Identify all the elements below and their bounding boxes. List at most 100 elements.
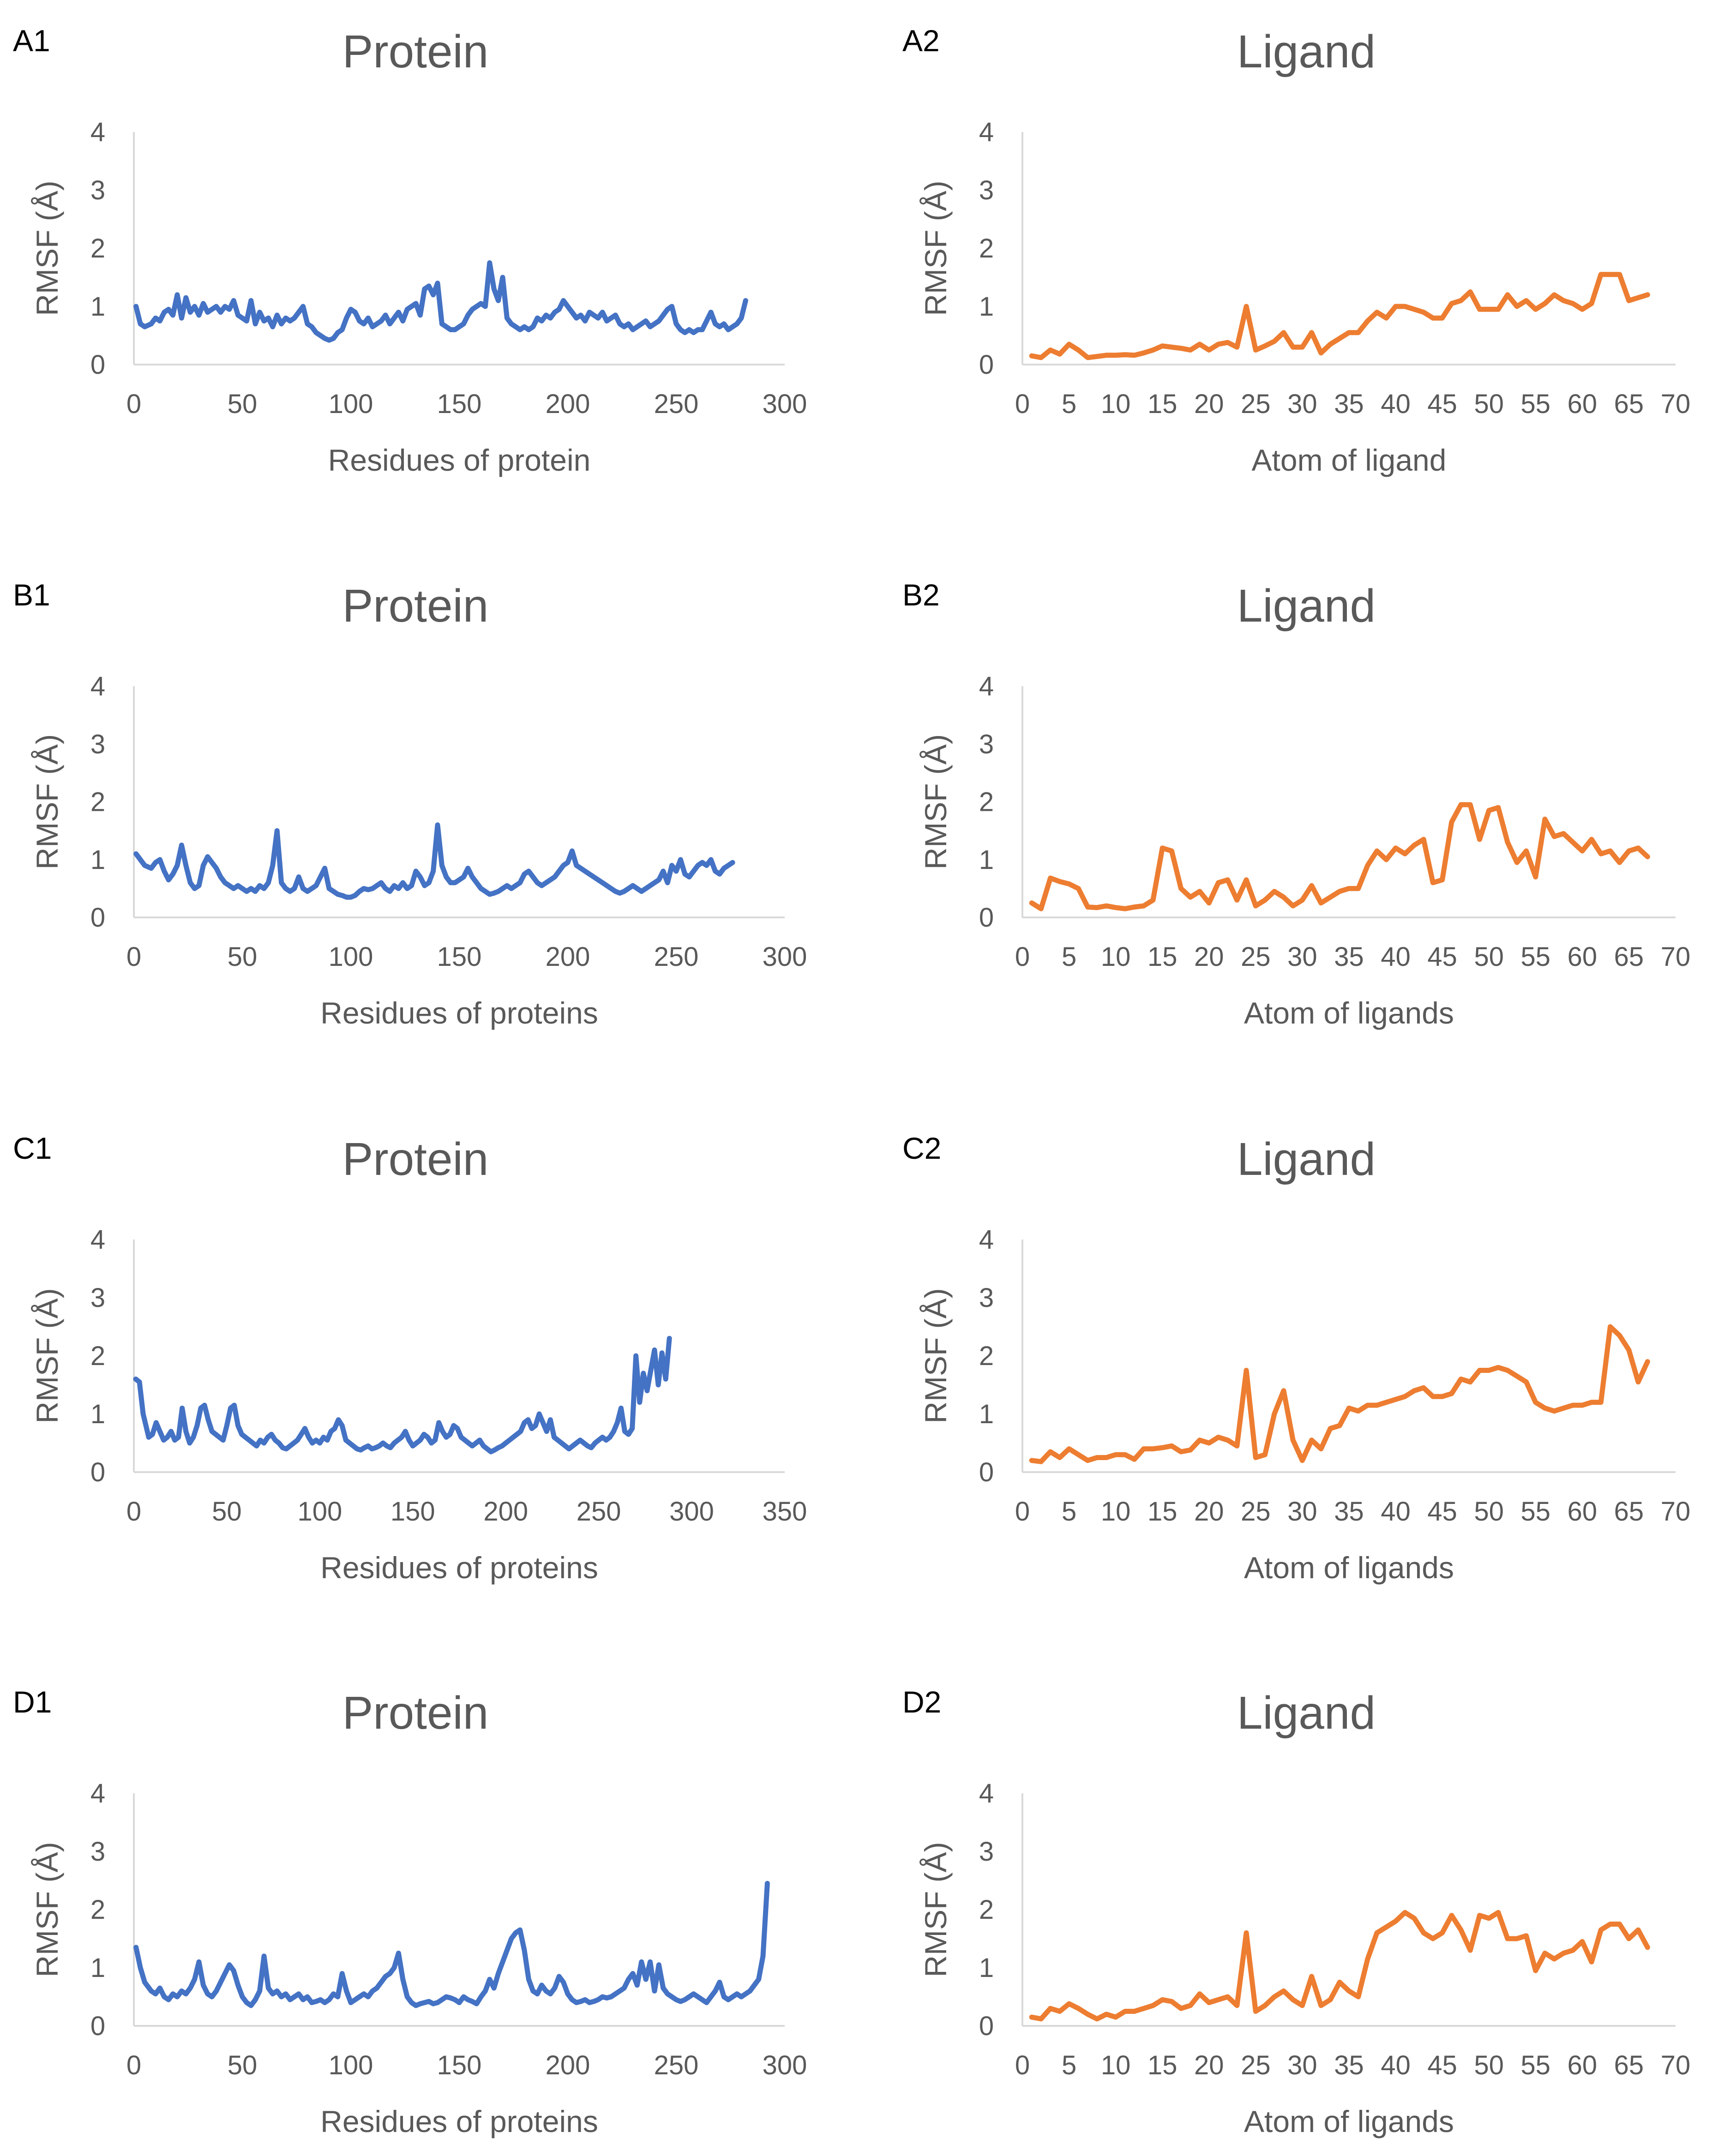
x-tick-label: 50 — [212, 1497, 242, 1527]
y-tick-label: 2 — [979, 787, 994, 817]
x-tick-label: 150 — [437, 942, 482, 972]
x-tick-label: 40 — [1381, 2050, 1411, 2080]
x-tick-label: 0 — [126, 2050, 141, 2080]
y-tick-label: 3 — [90, 729, 105, 759]
y-tick-label: 3 — [979, 1283, 994, 1313]
x-tick-label: 150 — [437, 2050, 482, 2080]
chart-b1: B1 Protein 0 1 2 3 4 0 50 100 150 200 250 300 Residues… — [13, 578, 807, 1030]
panel-label: A1 — [13, 24, 50, 58]
x-tick-label: 40 — [1381, 1497, 1411, 1527]
y-tick-label: 2 — [90, 1895, 105, 1925]
panel-label: C2 — [902, 1131, 941, 1165]
x-axis-label: Atom of ligands — [1244, 2104, 1454, 2138]
x-axis-label: Residues of proteins — [320, 996, 598, 1030]
y-tick-label: 3 — [979, 729, 994, 759]
x-tick-label: 50 — [228, 389, 258, 419]
x-tick-label: 100 — [297, 1497, 342, 1527]
x-tick-label: 250 — [577, 1497, 621, 1527]
x-tick-label: 55 — [1521, 2050, 1551, 2080]
x-tick-label: 65 — [1614, 1497, 1644, 1527]
y-tick-label: 3 — [979, 175, 994, 205]
y-tick-label: 0 — [90, 350, 105, 380]
x-tick-label: 50 — [1474, 942, 1504, 972]
y-tick-label: 2 — [979, 1895, 994, 1925]
x-tick-label: 70 — [1661, 389, 1691, 419]
y-axis-label: RMSF (Å) — [30, 180, 64, 316]
y-tick-label: 4 — [979, 1225, 994, 1255]
x-tick-label: 200 — [546, 389, 590, 419]
x-tick-label: 0 — [126, 942, 141, 972]
y-tick-label: 4 — [90, 1779, 105, 1809]
x-tick-label: 350 — [763, 1497, 807, 1527]
x-tick-label: 70 — [1661, 942, 1691, 972]
x-tick-label: 25 — [1241, 389, 1271, 419]
x-tick-label: 200 — [483, 1497, 528, 1527]
y-axis-label: RMSF (Å) — [30, 734, 64, 869]
x-tick-label: 30 — [1287, 2050, 1317, 2080]
y-tick-label: 4 — [90, 1225, 105, 1255]
x-tick-label: 200 — [546, 942, 590, 972]
x-tick-label: 45 — [1427, 2050, 1457, 2080]
rmsf-series-line — [133, 1881, 770, 2008]
x-tick-label: 0 — [1015, 1497, 1030, 1527]
chart-a1: A1 Protein 0 1 2 3 4 0 50 100 150 200 250 300 Residues… — [13, 24, 807, 477]
x-tick-label: 0 — [1015, 942, 1030, 972]
chart-title: Ligand — [1237, 1133, 1376, 1185]
chart-title: Protein — [342, 26, 489, 78]
x-tick-label: 15 — [1147, 389, 1177, 419]
panel-label: B2 — [902, 578, 940, 612]
panel-label: D2 — [902, 1685, 941, 1719]
chart-c1: C1 Protein 0 1 2 3 4 0 50 100 150 200 250 300 350 Resid… — [13, 1131, 807, 1585]
y-axis-label: RMSF (Å) — [30, 1842, 64, 1977]
y-tick-label: 4 — [90, 671, 105, 701]
x-tick-label: 20 — [1194, 942, 1224, 972]
y-tick-label: 3 — [90, 175, 105, 205]
rmsf-series-line — [1029, 1324, 1650, 1464]
x-tick-label: 5 — [1062, 942, 1076, 972]
chart-d1: D1 Protein 0 1 2 3 4 0 50 100 150 200 250 300 Residues… — [13, 1685, 807, 2138]
y-axis-label: RMSF (Å) — [919, 1288, 953, 1423]
x-tick-label: 300 — [763, 389, 807, 419]
y-axis-label: RMSF (Å) — [919, 1842, 953, 1977]
panel-label: A2 — [902, 24, 940, 58]
x-tick-label: 300 — [763, 2050, 807, 2080]
x-tick-label: 300 — [669, 1497, 714, 1527]
chart-title: Ligand — [1237, 26, 1376, 78]
panel-label: B1 — [13, 578, 50, 612]
y-tick-label: 1 — [90, 1399, 105, 1429]
x-tick-label: 35 — [1334, 942, 1364, 972]
y-tick-label: 2 — [979, 234, 994, 264]
x-tick-label: 5 — [1062, 2050, 1076, 2080]
x-tick-label: 0 — [126, 389, 141, 419]
x-tick-label: 25 — [1241, 942, 1271, 972]
x-tick-label: 55 — [1521, 1497, 1551, 1527]
x-tick-label: 150 — [437, 389, 482, 419]
x-tick-label: 35 — [1334, 389, 1364, 419]
x-tick-label: 45 — [1427, 389, 1457, 419]
y-tick-label: 3 — [979, 1837, 994, 1867]
x-tick-label: 5 — [1062, 389, 1076, 419]
y-tick-label: 1 — [90, 292, 105, 322]
x-tick-label: 15 — [1147, 2050, 1177, 2080]
x-tick-label: 20 — [1194, 1497, 1224, 1527]
x-tick-label: 100 — [329, 2050, 373, 2080]
rmsf-series-line — [133, 1336, 672, 1455]
y-tick-label: 0 — [90, 2011, 105, 2041]
chart-title: Protein — [342, 580, 489, 632]
x-tick-label: 150 — [390, 1497, 435, 1527]
x-tick-label: 10 — [1101, 389, 1131, 419]
y-axis-label: RMSF (Å) — [919, 180, 953, 316]
x-tick-label: 60 — [1568, 2050, 1598, 2080]
x-tick-label: 60 — [1568, 1497, 1598, 1527]
rmsf-series-line — [1029, 272, 1650, 360]
x-tick-label: 0 — [1015, 2050, 1030, 2080]
y-tick-label: 0 — [979, 1457, 994, 1487]
rmsf-series-line — [1029, 1910, 1650, 2022]
y-tick-label: 3 — [90, 1283, 105, 1313]
x-tick-label: 10 — [1101, 2050, 1131, 2080]
x-tick-label: 30 — [1287, 942, 1317, 972]
x-axis-label: Atom of ligands — [1244, 996, 1454, 1030]
x-tick-label: 200 — [546, 2050, 590, 2080]
x-tick-label: 20 — [1194, 2050, 1224, 2080]
